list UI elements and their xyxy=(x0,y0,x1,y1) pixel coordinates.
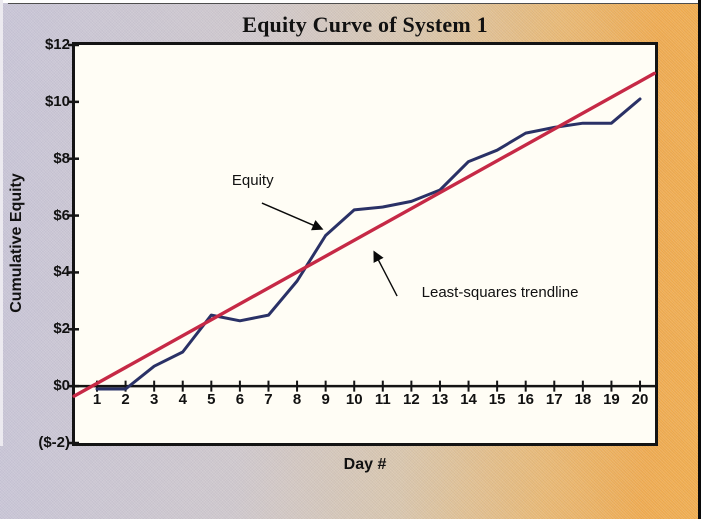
equity-line xyxy=(95,97,642,391)
x-tick-label: 6 xyxy=(235,391,245,408)
x-tick-label: 18 xyxy=(574,391,592,408)
y-tick-label: ($-2) xyxy=(38,434,70,451)
x-tick-label: 8 xyxy=(292,391,302,408)
x-tick-label: 4 xyxy=(178,391,187,408)
x-tick-label: 3 xyxy=(149,391,159,408)
x-tick-label: 10 xyxy=(345,391,363,408)
x-tick-label: 5 xyxy=(207,391,216,408)
annotation-equity: Equity xyxy=(231,171,274,189)
x-tick-label: 19 xyxy=(603,391,620,408)
trendline-line xyxy=(72,71,656,398)
x-tick-label: 13 xyxy=(431,391,449,408)
annotation-arrow xyxy=(373,250,398,297)
x-tick-label: 17 xyxy=(545,391,563,408)
frame-right-border xyxy=(698,0,701,519)
y-tick-label: $0 xyxy=(53,377,70,395)
y-tick-label: $8 xyxy=(53,149,70,167)
x-tick-label: 7 xyxy=(264,391,273,408)
x-tick-label: 12 xyxy=(403,391,420,408)
y-tick-label: $10 xyxy=(44,92,70,110)
y-tick-label: $2 xyxy=(53,320,70,338)
y-tick-label: $4 xyxy=(53,263,70,281)
x-tick-label: 15 xyxy=(488,391,506,408)
frame-top-highlight xyxy=(0,0,701,3)
x-tick-label: 9 xyxy=(321,391,330,408)
frame-left-highlight xyxy=(0,0,3,446)
x-tick-label: 11 xyxy=(374,391,391,408)
y-tick-label: $12 xyxy=(44,36,70,53)
y-tick-label: $6 xyxy=(53,206,70,224)
y-axis-label: Cumulative Equity xyxy=(8,173,25,313)
chart-title: Equity Curve of System 1 xyxy=(242,12,488,37)
x-tick-label: 2 xyxy=(121,391,130,408)
x-tick-label: 16 xyxy=(517,391,535,408)
x-axis-label: Day # xyxy=(343,456,387,473)
annotation-arrow xyxy=(261,202,324,231)
plot-svg xyxy=(68,43,656,445)
annotation-trendline: Least-squares trendline xyxy=(421,283,579,301)
x-tick-label: 14 xyxy=(460,391,477,408)
x-tick-label: 20 xyxy=(631,391,649,408)
plot-area xyxy=(72,42,658,446)
frame-top-line xyxy=(8,3,701,4)
x-tick-label: 1 xyxy=(92,391,102,408)
